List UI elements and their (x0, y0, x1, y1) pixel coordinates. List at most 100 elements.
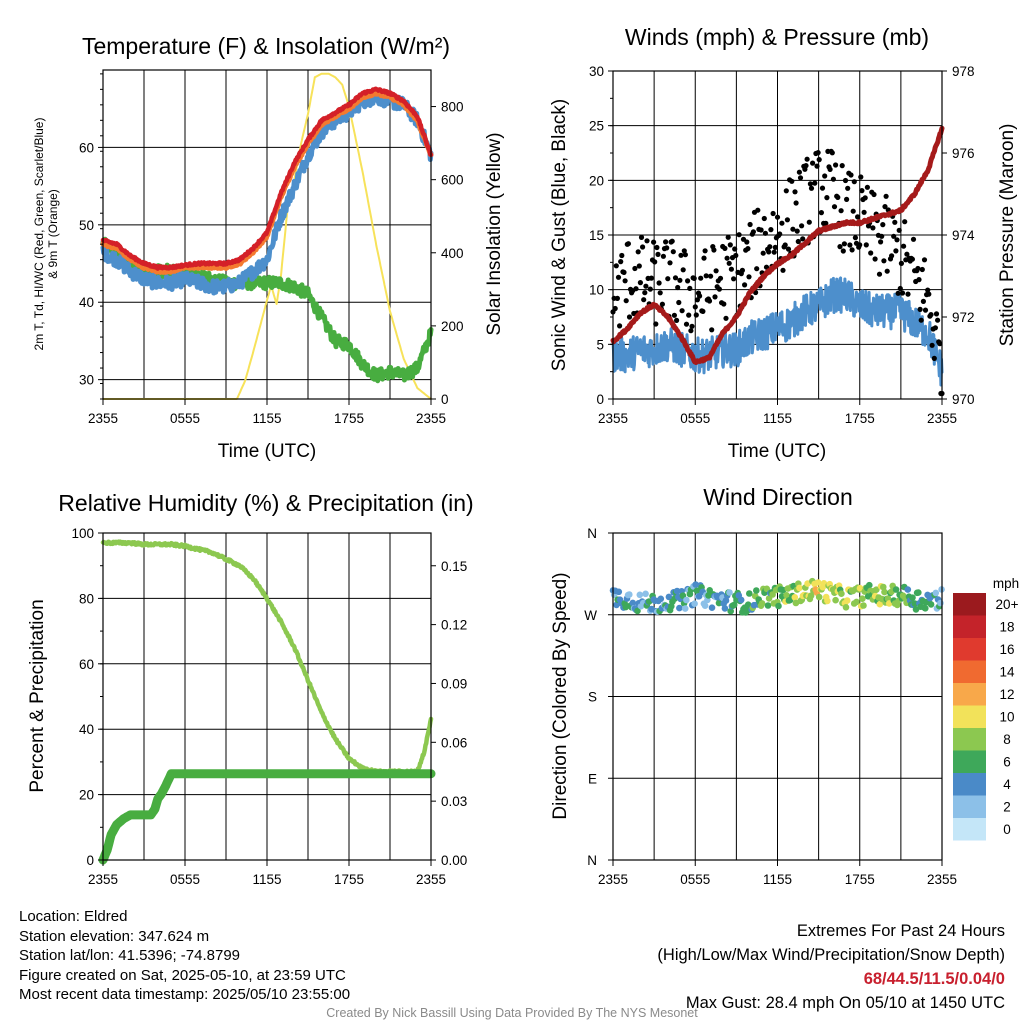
gust-point (785, 246, 792, 252)
x-tick-label: 2355 (88, 872, 118, 887)
gust-point (838, 208, 844, 214)
direction-point (904, 586, 912, 593)
gust-point (744, 239, 750, 245)
gust-point (706, 298, 713, 304)
y-tick-label: 0 (596, 392, 604, 407)
direction-point (695, 592, 703, 600)
gust-point (909, 256, 916, 262)
gust-point (810, 160, 816, 166)
gust-point (849, 247, 855, 253)
direction-point (634, 607, 641, 615)
gust-point (698, 275, 704, 281)
gust-point (681, 248, 687, 254)
gust-point (840, 248, 846, 254)
direction-point (727, 607, 734, 615)
legend-swatch (953, 615, 986, 638)
extremes-values: 68/44.5/11.5/0.04/0 (863, 970, 1005, 988)
gust-point (626, 314, 633, 320)
direction-point (815, 593, 823, 601)
gust-point (750, 229, 757, 235)
y2-tick-label: 0.12 (441, 618, 467, 633)
gust-point (784, 217, 791, 223)
y-tick-label: 60 (79, 657, 94, 672)
gust-point (632, 265, 638, 272)
gust-point (762, 230, 769, 236)
gust-point (898, 260, 905, 266)
gust-point (835, 194, 841, 200)
gust-point (633, 286, 639, 292)
direction-point (838, 590, 845, 597)
station-pressure-line (610, 125, 945, 365)
direction-title: Wind Direction (703, 484, 853, 510)
gust-point (655, 251, 661, 257)
gust-point (708, 273, 714, 279)
y-tick-label: 20 (79, 788, 94, 803)
gust-point (702, 248, 708, 254)
temperature-y2-axis-label: Solar Insolation (Yellow) (484, 132, 505, 335)
gust-point (742, 282, 748, 288)
gust-point (830, 176, 837, 182)
gust-point (829, 150, 835, 156)
gust-point (926, 291, 932, 297)
gust-point (848, 172, 854, 178)
gust-point (667, 260, 673, 266)
gust-point (852, 235, 859, 241)
direction-point (807, 592, 815, 599)
x-tick-label: 1155 (763, 872, 792, 887)
x-tick-label: 1755 (845, 872, 875, 887)
legend-swatch (953, 660, 986, 683)
gust-point (782, 242, 788, 248)
legend-label: 10 (999, 710, 1014, 725)
x-tick-label: 2355 (88, 411, 118, 426)
gust-point (760, 250, 766, 256)
direction-point (909, 594, 916, 601)
gust-point (726, 260, 732, 266)
y2-tick-label: 976 (952, 146, 975, 161)
gust-point (612, 305, 618, 312)
gust-point (613, 263, 619, 269)
gust-point (842, 177, 849, 184)
gust-point (686, 312, 692, 318)
gust-point (929, 342, 935, 348)
gust-point (694, 297, 701, 303)
direction-point (915, 589, 922, 596)
gust-point (770, 210, 776, 217)
x-tick-label: 1755 (334, 872, 364, 887)
direction-point (927, 601, 935, 608)
gust-point (793, 200, 799, 206)
extremes-title: Extremes For Past 24 Hours (796, 922, 1005, 940)
gust-point (895, 290, 901, 296)
gust-point (682, 252, 689, 258)
gust-point (724, 255, 730, 261)
gust-point (665, 276, 671, 282)
x-tick-label: 2355 (416, 411, 446, 426)
direction-point (937, 599, 944, 607)
extremes-info: Extremes For Past 24 Hours (High/Low/Max… (657, 919, 1005, 1015)
direction-point (824, 597, 831, 605)
gust-point (643, 283, 649, 289)
x-tick-label: 0555 (680, 411, 710, 426)
y-tick-label: 80 (79, 591, 94, 606)
gust-point (918, 317, 924, 323)
gust-point (621, 269, 627, 275)
gust-point (780, 267, 786, 273)
gust-point (766, 249, 772, 255)
gust-point (899, 290, 906, 296)
winds-series (610, 125, 945, 397)
direction-point (746, 590, 753, 597)
y2-tick-label: 200 (441, 319, 464, 334)
y-tick-label: S (588, 690, 597, 705)
gust-point (722, 245, 728, 251)
legend-swatch (953, 593, 986, 616)
legend-swatch (953, 705, 986, 728)
gust-point (795, 238, 801, 245)
gust-point (790, 226, 796, 232)
humidity-title: Relative Humidity (%) & Precipitation (i… (58, 490, 473, 516)
direction-point (859, 595, 866, 602)
y-tick-label: W (584, 608, 597, 623)
direction-point (856, 584, 864, 592)
gust-point (625, 241, 632, 247)
gust-point (672, 275, 679, 281)
gust-point (916, 277, 922, 283)
legend-label: 14 (999, 665, 1015, 680)
